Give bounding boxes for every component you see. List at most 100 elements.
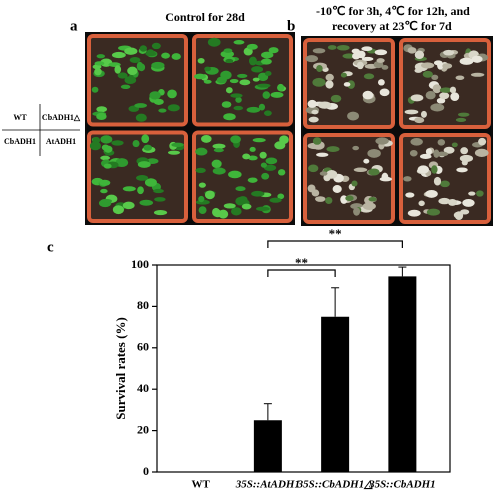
leaf — [153, 98, 164, 105]
leaf — [442, 63, 453, 69]
leaf — [420, 62, 435, 69]
leaf — [343, 82, 351, 87]
y-axis-label: Survival rates (%) — [113, 317, 128, 420]
leaf — [100, 198, 113, 203]
leaf — [455, 117, 467, 123]
leaf — [430, 103, 445, 112]
leaf — [315, 196, 326, 202]
leaf — [307, 99, 317, 108]
leaf — [259, 151, 267, 159]
leaf — [270, 91, 284, 98]
leaf — [251, 190, 265, 197]
leaf — [144, 178, 157, 187]
leaf — [450, 92, 460, 101]
leaf — [246, 43, 258, 50]
y-tick-label: 100 — [131, 257, 149, 271]
leaf — [100, 188, 108, 194]
leaf — [414, 117, 425, 124]
leaf — [363, 158, 370, 164]
leaf — [230, 207, 242, 216]
leaf — [443, 146, 455, 154]
leaf — [319, 171, 328, 176]
leaf — [249, 146, 256, 152]
leaf — [136, 61, 143, 71]
leaf — [375, 137, 389, 145]
leaf — [252, 77, 260, 82]
leaf — [237, 73, 248, 78]
leaf — [474, 148, 489, 157]
bar — [253, 420, 282, 472]
leaf — [139, 199, 154, 206]
leaf — [124, 76, 137, 85]
leaf — [167, 104, 180, 112]
leaf — [455, 75, 465, 81]
panel-label: b — [287, 18, 295, 34]
leaf — [471, 55, 483, 63]
leaf — [432, 84, 442, 94]
leaf — [316, 64, 323, 73]
leaf — [248, 155, 258, 161]
leaf — [198, 182, 206, 188]
leaf — [409, 149, 418, 157]
photo-title: Control for 28d — [165, 10, 245, 24]
leaf — [308, 116, 319, 123]
x-tick-label: WT — [191, 479, 210, 491]
tray — [192, 130, 293, 223]
leaf — [117, 72, 128, 79]
leaf — [361, 46, 373, 52]
key-label: AtADH1 — [46, 137, 76, 146]
leaf — [223, 113, 236, 121]
panel-label: a — [70, 18, 78, 34]
leaf — [277, 169, 286, 176]
leaf — [279, 135, 289, 145]
leaf — [261, 172, 270, 180]
leaf — [96, 106, 108, 113]
x-tick-label: 35S::CbADH1△ — [297, 479, 374, 491]
leaf — [122, 186, 136, 192]
leaf — [256, 206, 270, 212]
leaf — [418, 200, 425, 207]
leaf — [198, 195, 205, 203]
leaf — [151, 61, 165, 69]
photo-title: -10℃ for 3h, 4℃ for 12h, and — [316, 4, 470, 18]
leaf — [468, 191, 476, 196]
leaf — [239, 79, 251, 86]
panel-label: c — [47, 239, 54, 255]
leaf — [440, 180, 450, 188]
y-tick-label: 80 — [137, 298, 149, 312]
leaf — [145, 51, 157, 57]
tray-key: WT CbADH1△ CbADH1 AtADH1 — [2, 104, 81, 156]
leaf — [425, 190, 438, 198]
leaf — [96, 112, 107, 121]
leaf — [229, 78, 239, 84]
leaf — [459, 154, 474, 163]
photo-title: recovery at 23℃ for 7d — [332, 19, 452, 33]
leaf — [230, 93, 243, 98]
leaf — [153, 209, 168, 216]
leaf — [311, 189, 320, 197]
leaf — [96, 54, 106, 59]
leaf — [414, 68, 423, 73]
key-label: CbADH1△ — [42, 113, 81, 122]
leaf — [242, 153, 251, 160]
leaf — [439, 92, 450, 100]
x-tick-label: 35S::CbADH1 — [368, 479, 436, 491]
leaf — [361, 56, 374, 61]
leaf — [420, 110, 427, 118]
leaf — [417, 165, 429, 174]
leaf — [246, 106, 261, 113]
leaf — [99, 179, 111, 186]
leaf — [264, 70, 272, 77]
significance-label: ** — [295, 255, 308, 270]
leaf — [377, 79, 385, 86]
leaf — [204, 190, 215, 200]
leaf — [257, 83, 271, 88]
leaf — [325, 197, 333, 205]
leaf — [353, 207, 361, 216]
leaf — [470, 72, 485, 77]
leaf — [277, 83, 285, 92]
leaf — [433, 176, 442, 186]
leaf — [379, 88, 390, 97]
leaf — [431, 165, 438, 174]
leaf — [235, 186, 246, 192]
